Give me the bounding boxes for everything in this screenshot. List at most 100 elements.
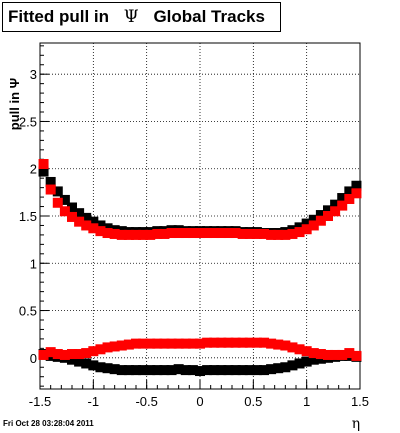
x-tick-label: 0.5: [244, 394, 262, 409]
data-point: [223, 365, 234, 376]
data-point: [315, 349, 326, 360]
data-point: [123, 339, 134, 350]
data-point: [180, 228, 191, 239]
data-point: [244, 337, 255, 348]
data-point: [81, 212, 92, 223]
data-point: [81, 358, 92, 369]
data-point: [273, 339, 284, 350]
data-point: [195, 366, 205, 377]
data-point: [166, 228, 177, 239]
data-point: [216, 228, 227, 239]
y-tick-label: 1: [30, 256, 37, 271]
data-point: [287, 342, 298, 353]
data-point: [67, 354, 77, 365]
data-point: [230, 365, 241, 376]
y-tick-label: 3: [30, 67, 37, 82]
data-point: [116, 229, 127, 240]
data-point: [209, 337, 220, 348]
data-point: [259, 228, 269, 239]
data-point: [330, 206, 341, 217]
data-point: [273, 229, 284, 240]
chart-title-post: Global Tracks: [153, 7, 265, 26]
data-point: [152, 365, 163, 376]
data-point: [323, 349, 333, 360]
data-point: [330, 349, 341, 360]
data-point: [95, 344, 106, 355]
data-point: [251, 228, 262, 239]
data-point: [166, 365, 177, 376]
data-point: [102, 228, 113, 239]
data-point: [244, 228, 255, 239]
data-point: [180, 338, 191, 349]
timestamp: Fri Oct 28 03:28:04 2011: [3, 419, 94, 428]
data-point: [180, 365, 191, 376]
chart-title: Fitted pull in Ψ Global Tracks: [2, 2, 281, 32]
data-point: [109, 364, 120, 375]
data-point: [88, 223, 99, 234]
data-point: [244, 365, 255, 376]
data-point: [308, 214, 319, 225]
data-point: [266, 338, 277, 349]
data-point: [45, 347, 56, 358]
data-point: [337, 200, 348, 211]
data-point: [59, 194, 70, 205]
data-point: [173, 364, 184, 375]
data-point: [102, 342, 113, 353]
data-point: [223, 337, 234, 348]
data-point: [74, 216, 85, 227]
data-point: [59, 206, 70, 217]
data-point: [187, 228, 198, 239]
data-point: [209, 365, 220, 376]
data-point: [202, 337, 213, 348]
data-point: [95, 220, 106, 231]
data-markers: [38, 159, 362, 377]
x-tick-label: 1: [303, 394, 310, 409]
x-axis-label: η: [352, 416, 360, 432]
data-point: [301, 224, 312, 235]
data-point: [152, 228, 163, 239]
data-point: [88, 346, 99, 357]
data-point: [259, 365, 269, 376]
data-point: [38, 166, 49, 177]
data-point: [187, 338, 198, 349]
data-point: [280, 362, 291, 373]
data-point: [109, 341, 120, 352]
x-tick-label: -1.5: [29, 394, 51, 409]
data-point: [237, 228, 248, 239]
data-point: [123, 229, 134, 240]
data-point: [131, 365, 141, 376]
data-point: [330, 199, 341, 210]
data-point: [145, 338, 156, 349]
data-point: [237, 365, 248, 376]
chart-title-psi-symbol: Ψ: [123, 7, 139, 27]
data-point: [323, 211, 333, 221]
data-point: [287, 360, 298, 371]
data-point: [337, 193, 348, 204]
data-point: [259, 337, 269, 348]
data-point: [308, 220, 319, 231]
y-tick-label: 2.5: [19, 114, 37, 129]
x-tick-label: 1.5: [351, 394, 369, 409]
data-point: [294, 358, 305, 369]
y-tick-label: 1.5: [19, 209, 37, 224]
y-axis-label: pull in Ψ: [7, 78, 22, 130]
data-point: [109, 228, 120, 239]
data-point: [237, 337, 248, 348]
axis-ticks: [39, 45, 361, 389]
data-point: [230, 337, 241, 348]
data-point: [195, 228, 205, 239]
data-point: [216, 337, 227, 348]
data-point: [145, 365, 156, 376]
data-point: [52, 186, 63, 197]
data-point: [74, 356, 85, 367]
data-point: [187, 365, 198, 376]
data-point: [301, 218, 312, 229]
data-point: [52, 197, 63, 208]
data-point: [138, 365, 149, 376]
data-point: [116, 365, 127, 376]
data-point: [116, 340, 127, 351]
data-point: [131, 338, 141, 349]
data-point: [294, 344, 305, 355]
data-point: [102, 363, 113, 374]
data-point: [280, 229, 291, 240]
